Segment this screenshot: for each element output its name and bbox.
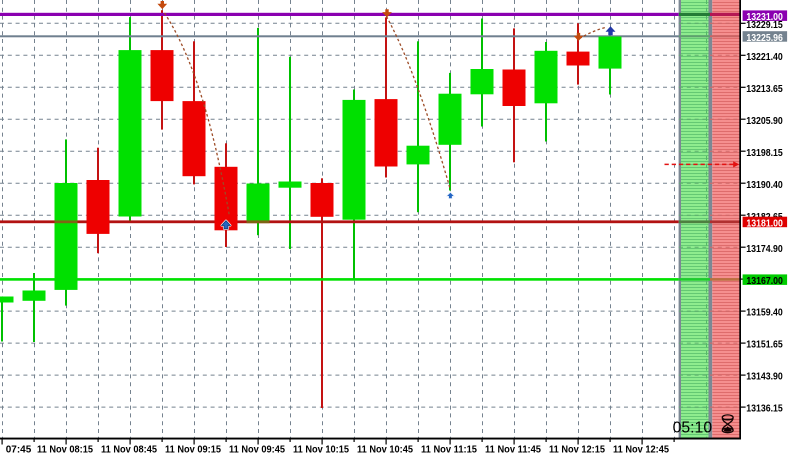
svg-text:11 Nov 08:15: 11 Nov 08:15	[37, 444, 93, 455]
svg-text:11 Nov 11:45: 11 Nov 11:45	[485, 444, 541, 455]
svg-text:11 Nov 10:15: 11 Nov 10:15	[293, 444, 349, 455]
svg-text:07:45: 07:45	[6, 444, 32, 455]
svg-text:05:10: 05:10	[673, 419, 713, 436]
svg-text:13174.90: 13174.90	[746, 244, 783, 255]
svg-text:11 Nov 09:45: 11 Nov 09:45	[229, 444, 285, 455]
svg-text:11 Nov 09:15: 11 Nov 09:15	[165, 444, 221, 455]
svg-text:13181.00: 13181.00	[746, 219, 783, 230]
svg-text:13151.65: 13151.65	[746, 340, 783, 351]
svg-text:13221.40: 13221.40	[746, 52, 783, 63]
svg-text:13225.96: 13225.96	[746, 33, 783, 44]
svg-text:11 Nov 08:45: 11 Nov 08:45	[101, 444, 157, 455]
svg-text:13159.40: 13159.40	[746, 308, 783, 319]
svg-text:11 Nov 10:45: 11 Nov 10:45	[357, 444, 413, 455]
svg-text:13143.90: 13143.90	[746, 372, 783, 383]
svg-text:11 Nov 12:15: 11 Nov 12:15	[549, 444, 605, 455]
svg-text:13136.15: 13136.15	[746, 404, 783, 415]
svg-text:13198.15: 13198.15	[746, 148, 783, 159]
svg-text:13167.00: 13167.00	[746, 276, 783, 287]
svg-text:11 Nov 12:45: 11 Nov 12:45	[613, 444, 669, 455]
svg-text:13213.65: 13213.65	[746, 84, 783, 95]
svg-text:13231.00: 13231.00	[746, 12, 783, 23]
svg-text:13205.90: 13205.90	[746, 116, 783, 127]
svg-text:13190.40: 13190.40	[746, 180, 783, 191]
svg-text:11 Nov 11:15: 11 Nov 11:15	[421, 444, 477, 455]
svg-text:13229.15: 13229.15	[746, 20, 783, 31]
